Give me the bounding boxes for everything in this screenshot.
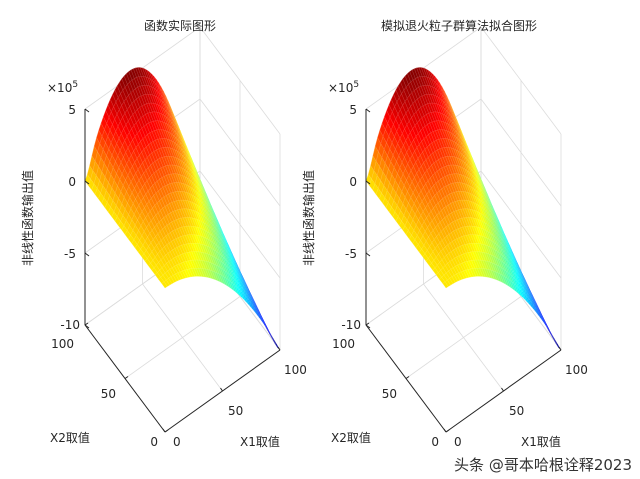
- grid-line: [199, 170, 281, 279]
- chart-title: 函数实际图形: [144, 18, 216, 33]
- z-tick-label: -5: [64, 247, 76, 261]
- z-tick-label: 0: [68, 175, 76, 189]
- axis-line: [501, 387, 504, 392]
- axis-line: [277, 346, 281, 351]
- axis-lines: [84, 108, 281, 433]
- axis-line: [84, 322, 89, 326]
- x1-tick-label: 0: [454, 435, 462, 449]
- axis-line: [365, 324, 371, 329]
- axis-line: [164, 429, 169, 433]
- z-tick-label: -10: [60, 318, 80, 332]
- x2-tick-label: 100: [51, 337, 74, 351]
- axis-line: [162, 428, 166, 433]
- axis-line: [558, 346, 562, 351]
- axis-lines: [365, 108, 562, 433]
- z-tick-label: -10: [341, 318, 361, 332]
- x1-tick-label: 50: [509, 404, 524, 418]
- surface-plot: [84, 67, 281, 351]
- axis-line: [84, 180, 90, 185]
- x1-axis-label: X1取值: [240, 434, 280, 449]
- axis-line: [365, 108, 371, 113]
- grid-line: [199, 26, 281, 135]
- x1-tick-label: 100: [565, 363, 588, 377]
- grid-line: [480, 26, 562, 135]
- axis-line: [84, 108, 90, 113]
- x2-axis-label: X2取值: [50, 430, 90, 445]
- axis-line: [84, 252, 90, 257]
- axis-line: [445, 429, 450, 433]
- axis-line: [365, 180, 371, 185]
- watermark: 头条 @哥本哈根诠释2023: [454, 456, 632, 474]
- z-tick-label: 5: [68, 103, 76, 117]
- x2-tick-label: 0: [431, 435, 439, 449]
- grid-line: [405, 296, 522, 379]
- x2-tick-label: 50: [101, 387, 116, 401]
- surface-patch: [442, 281, 449, 289]
- z-axis-label: 非线性函数输出值: [301, 170, 316, 266]
- z-tick-label: 5: [349, 103, 357, 117]
- grid-line: [480, 98, 562, 207]
- grid-line: [199, 98, 281, 207]
- grid-line: [480, 170, 562, 279]
- axis-line: [443, 428, 447, 433]
- left-axes: 函数实际图形 ×105 5 0 -5 -10 100 50 0 0 50 100…: [20, 18, 307, 449]
- z-tick-label: 0: [349, 175, 357, 189]
- x2-tick-label: 50: [382, 387, 397, 401]
- x2-tick-label: 0: [150, 435, 158, 449]
- surface-patch: [161, 281, 168, 289]
- axis-line: [365, 322, 370, 326]
- x1-tick-label: 100: [284, 363, 307, 377]
- z-exponent-label: ×105: [328, 80, 359, 95]
- x1-tick-label: 0: [173, 435, 181, 449]
- axis-line: [84, 324, 90, 329]
- z-axis-label: 非线性函数输出值: [20, 170, 35, 266]
- x2-tick-label: 100: [332, 337, 355, 351]
- right-axes: 模拟退火粒子群算法拟合图形 ×105 5 0 -5 -10 100 50 0 0…: [301, 18, 588, 449]
- x2-axis-label: X2取值: [331, 430, 371, 445]
- axis-line: [124, 376, 129, 379]
- axis-line: [405, 376, 410, 379]
- z-exponent-label: ×105: [47, 80, 78, 95]
- grid-line: [124, 296, 241, 379]
- axis-line: [220, 387, 223, 392]
- x1-axis-label: X1取值: [521, 434, 561, 449]
- surface-plot: [365, 67, 562, 351]
- chart-title: 模拟退火粒子群算法拟合图形: [381, 18, 537, 33]
- z-tick-label: -5: [345, 247, 357, 261]
- axis-line: [365, 252, 371, 257]
- x1-tick-label: 50: [228, 404, 243, 418]
